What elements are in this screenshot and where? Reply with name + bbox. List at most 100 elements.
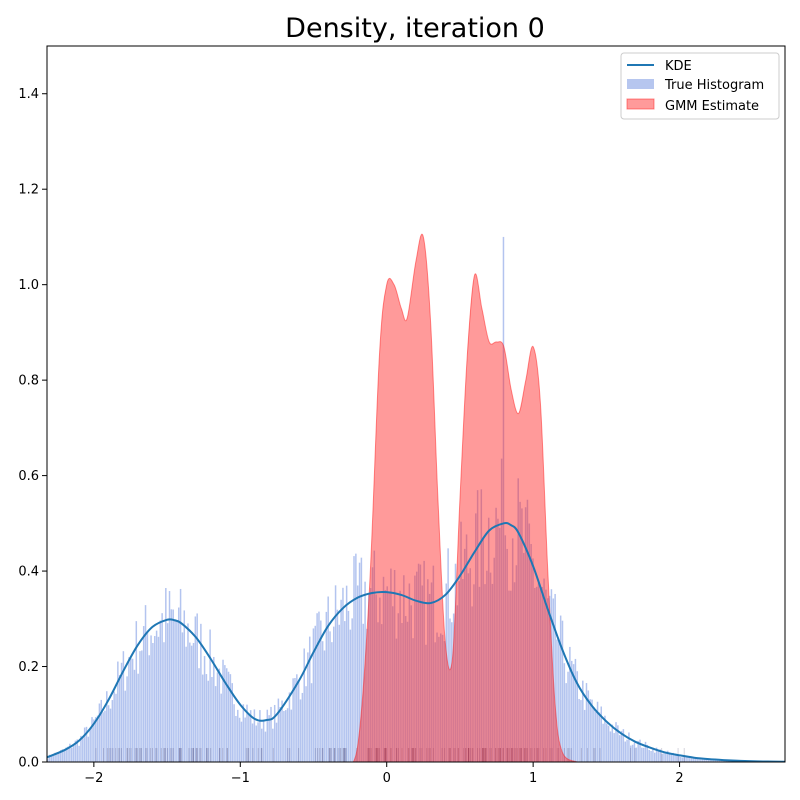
histogram-bar [425, 644, 427, 762]
histogram-bar [493, 557, 495, 762]
histogram-bar [207, 680, 210, 762]
histogram-bar [296, 674, 298, 762]
histogram-bar [685, 757, 687, 762]
histogram-bar [190, 645, 193, 762]
histogram-bar [349, 629, 352, 762]
histogram-bar [321, 641, 324, 762]
histogram-bar [594, 711, 597, 762]
histogram-bar [222, 659, 224, 762]
histogram-bar [698, 758, 700, 762]
histogram-bar [340, 599, 342, 762]
histogram-bar [390, 568, 392, 762]
legend-gmm-label: GMM Estimate [665, 99, 759, 114]
histogram-bar [229, 674, 232, 762]
histogram-bar [497, 518, 499, 762]
histogram-bar [406, 621, 409, 762]
histogram-bar [327, 596, 329, 762]
histogram-bar [270, 706, 272, 762]
y-tick-label: 0.4 [18, 565, 39, 580]
histogram-bar [74, 740, 77, 762]
histogram-bar [663, 753, 665, 762]
histogram-bar [397, 613, 400, 762]
histogram-bar [558, 641, 560, 762]
histogram-bar [137, 673, 139, 762]
kde-layer [47, 522, 785, 762]
histogram-bar [596, 701, 599, 762]
histogram-bar [133, 669, 136, 762]
histogram-bar [141, 650, 143, 762]
histogram-bar [249, 710, 252, 762]
histogram-bar [530, 544, 532, 762]
x-tick-label: 1 [529, 771, 537, 786]
histogram-bar [451, 622, 453, 762]
histogram-bar [659, 749, 662, 762]
histogram-bar [467, 573, 470, 762]
histogram-bar [428, 593, 431, 762]
histogram-bar [227, 671, 230, 762]
histogram-bar [288, 692, 291, 762]
histogram-bar [707, 758, 710, 762]
histogram-bar [290, 709, 293, 762]
histogram-bar [484, 584, 486, 762]
histogram-bar [128, 657, 130, 762]
y-tick-label: 0.2 [18, 660, 39, 675]
histogram-bar [96, 715, 99, 762]
histogram-bar [694, 757, 697, 762]
histogram-bar [657, 749, 660, 762]
histogram-bar [443, 641, 446, 762]
histogram-bar [554, 593, 556, 762]
histogram-bar [218, 668, 221, 762]
histogram-bar [408, 583, 411, 762]
histogram-bar [170, 609, 173, 762]
histogram-bar [471, 606, 473, 762]
histogram-bar [69, 743, 71, 762]
histogram-bar [430, 582, 433, 762]
histogram-bar [519, 501, 521, 762]
histogram-bar [286, 708, 289, 762]
histogram-bar [539, 588, 542, 762]
histogram-bar [261, 728, 263, 762]
histogram-bar [144, 605, 147, 762]
histogram-bar [687, 756, 689, 762]
histogram-bar [94, 717, 97, 762]
y-tick-label: 1.2 [18, 183, 39, 198]
histogram-bar [214, 686, 217, 762]
histogram-bar [510, 590, 512, 762]
histogram-bar [120, 662, 123, 762]
histogram-bar [580, 700, 582, 762]
kde-line [47, 522, 785, 762]
histogram-bar [652, 747, 654, 762]
histogram-bar [550, 589, 553, 762]
histogram-bar [130, 656, 132, 762]
histogram-bar [563, 663, 566, 762]
histogram-bar [355, 553, 357, 762]
histogram-bar [307, 652, 309, 762]
histogram-bar [559, 615, 562, 762]
histogram-bar [613, 733, 615, 762]
histogram-bar [480, 489, 483, 762]
histogram-bar [445, 583, 448, 762]
histogram-bar [308, 636, 311, 762]
histogram-bar [537, 582, 540, 762]
histogram-bar [696, 757, 698, 762]
histogram-bar [650, 751, 652, 762]
histogram-bar [235, 715, 237, 762]
gmm-estimate-area [342, 233, 578, 762]
histogram-bar [240, 721, 243, 762]
histogram-bar [404, 616, 407, 762]
histogram-bar [666, 750, 669, 762]
histogram-bar [412, 638, 414, 762]
histogram-bar [211, 677, 213, 762]
histogram-bar [83, 727, 86, 762]
histogram-bar [556, 639, 558, 762]
histogram-bar [561, 620, 564, 762]
histogram-bar [414, 575, 416, 762]
histogram-bar [611, 724, 614, 762]
histogram-bar [259, 710, 261, 762]
histogram-bar [152, 643, 154, 762]
histogram-bar [508, 590, 510, 762]
histogram-bar [631, 744, 634, 762]
y-tick-label: 1.0 [18, 278, 39, 293]
histogram-bar [213, 656, 215, 762]
histogram-bar [238, 717, 241, 762]
